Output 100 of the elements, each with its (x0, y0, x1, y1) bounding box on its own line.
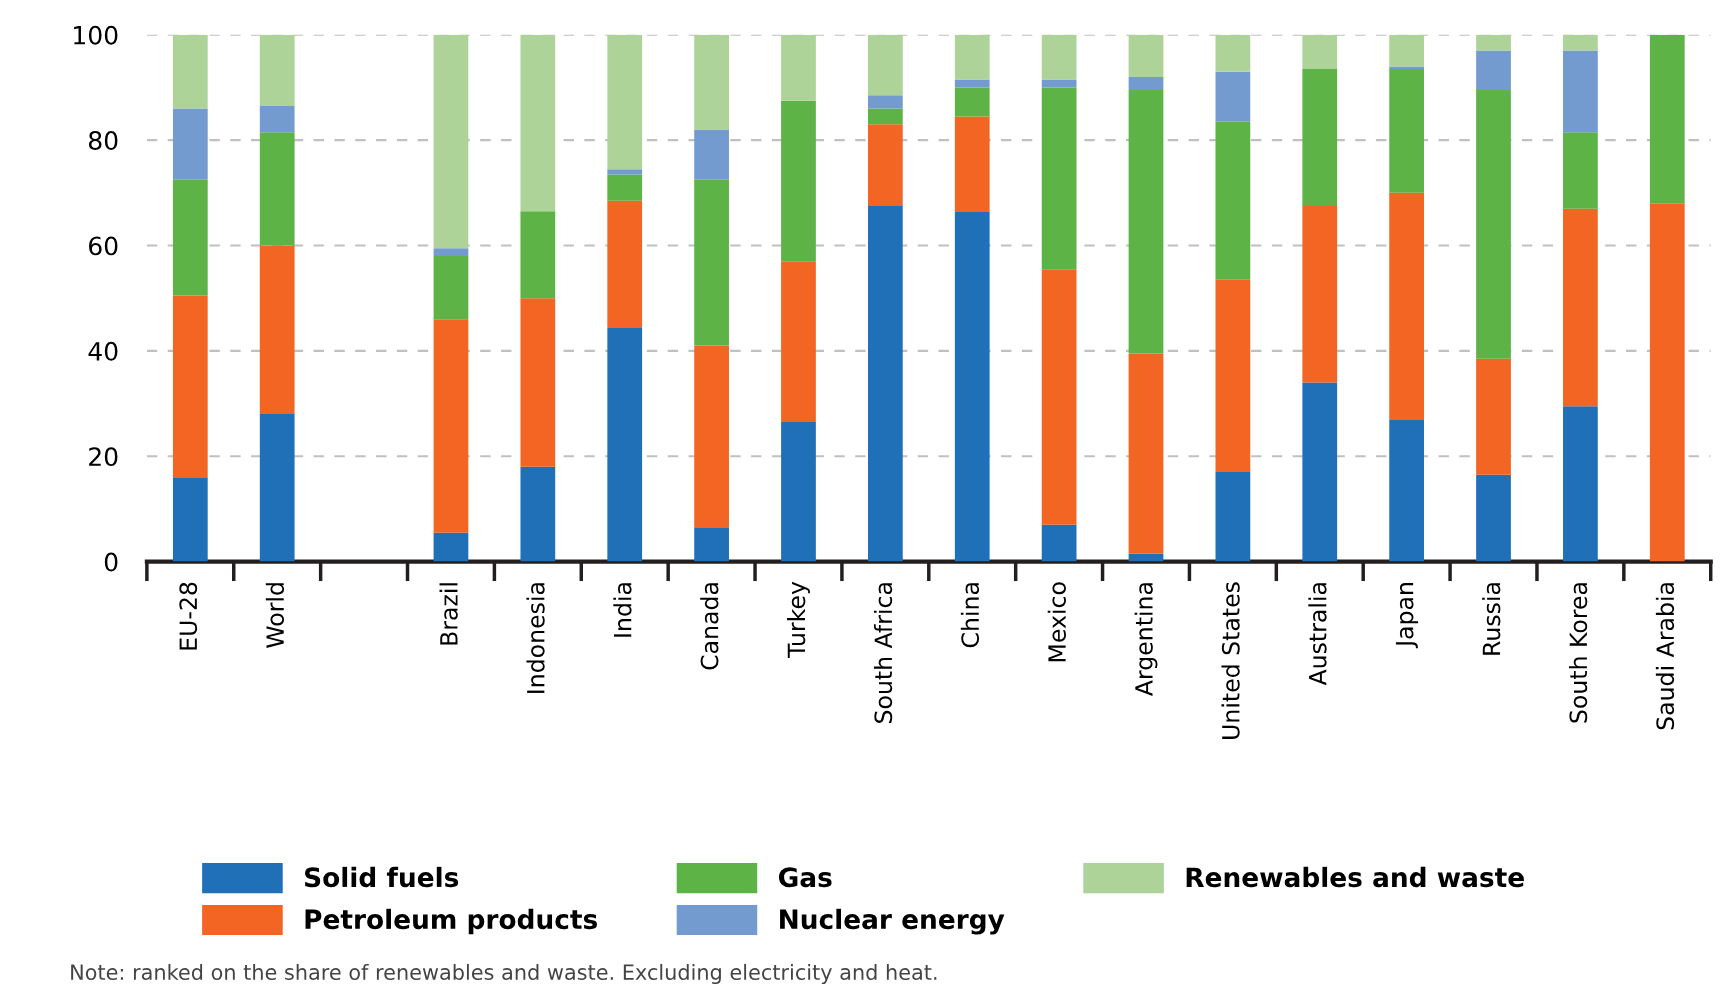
bar (1476, 34, 1511, 51)
bar (607, 169, 643, 175)
bar (433, 256, 469, 320)
bar (607, 174, 643, 201)
x-tick-label: Mexico (1047, 582, 1066, 662)
bar (1649, 34, 1685, 204)
bar (1389, 192, 1425, 420)
bar (172, 34, 208, 109)
bar (433, 532, 469, 562)
bar (520, 298, 556, 467)
bar (1476, 50, 1511, 91)
bar (1389, 66, 1425, 70)
bar (1563, 406, 1598, 562)
bar (1215, 472, 1251, 562)
bar (433, 319, 469, 533)
y-tick-label: 60 (89, 236, 118, 256)
bar (781, 422, 816, 562)
bar (1389, 34, 1425, 67)
bar (1041, 87, 1077, 270)
bar (433, 34, 469, 249)
bar (172, 295, 208, 478)
legend-label: Nuclear energy (780, 908, 1005, 935)
x-tick-label: China (960, 583, 980, 648)
bar (1563, 132, 1598, 209)
bar (781, 34, 816, 101)
bar (172, 477, 208, 562)
x-tick-label: South Africa (873, 583, 893, 723)
bar (259, 34, 295, 106)
bar (867, 95, 903, 109)
bar (1128, 76, 1164, 91)
bar (607, 200, 643, 328)
legend-label: Renewables and waste (1186, 866, 1524, 888)
y-tick-label: 40 (88, 341, 118, 361)
y-tick-label: 0 (104, 552, 118, 572)
bar (1476, 90, 1511, 359)
bar (1128, 34, 1164, 77)
bar (1128, 353, 1164, 554)
x-tick-label: World (265, 583, 285, 648)
x-tick-label: Australia (1308, 583, 1327, 686)
bar (1215, 34, 1251, 72)
bar (954, 87, 990, 117)
bar (1563, 50, 1598, 133)
x-tick-label: United States (1221, 582, 1240, 739)
bar (867, 34, 903, 96)
bar (694, 179, 729, 346)
bar (781, 261, 816, 422)
bar (172, 179, 208, 296)
bar (1041, 269, 1077, 525)
bar (694, 345, 729, 528)
bar (1649, 203, 1685, 562)
x-tick-label: Canada (700, 583, 719, 670)
bar (1041, 524, 1077, 562)
x-tick-label: South Korea (1568, 583, 1588, 723)
bar (259, 105, 295, 133)
bar (1563, 34, 1598, 51)
bar (1128, 90, 1164, 354)
bar (1302, 69, 1338, 207)
x-tick-label: Japan (1395, 583, 1419, 649)
bar (1041, 34, 1077, 80)
bar (433, 248, 469, 257)
y-tick-label: 100 (74, 25, 118, 45)
bar (1302, 34, 1338, 70)
bar (694, 34, 729, 130)
bar (954, 211, 990, 562)
x-tick-label: Argentina (1134, 583, 1158, 697)
x-tick-label: Saudi Arabia (1655, 583, 1675, 730)
bar (259, 414, 295, 562)
bar (1389, 69, 1425, 193)
y-tick-label: 20 (89, 447, 118, 467)
bar (607, 34, 643, 170)
legend-label: Solid fuels (305, 866, 459, 888)
bar (1302, 382, 1338, 562)
bar (781, 100, 816, 262)
x-tick-label: Turkey (787, 581, 810, 658)
bar (520, 466, 556, 562)
bar (1476, 358, 1511, 475)
y-tick-label: 80 (88, 131, 118, 151)
bar (1476, 474, 1511, 562)
bar (520, 211, 556, 299)
bar (867, 124, 903, 207)
bar (1302, 206, 1338, 383)
legend-label: Gas (778, 867, 832, 888)
text: Note: ranked on the share of renewables and waste. Excluding electricity and heat. (71, 963, 937, 985)
bar (1215, 279, 1251, 473)
bar (954, 34, 990, 80)
bar (1563, 208, 1598, 407)
bar (1215, 71, 1251, 122)
bar (520, 34, 556, 212)
bar (607, 327, 643, 562)
bar (694, 129, 729, 180)
bar (259, 132, 295, 246)
x-tick-label: Indonesia (526, 583, 545, 693)
bar (172, 108, 208, 180)
bar (1215, 121, 1251, 280)
bar (694, 527, 729, 562)
bar (954, 116, 990, 212)
x-tick-label: Brazil (439, 583, 458, 645)
bar (1389, 419, 1425, 562)
bar (259, 245, 295, 415)
bar (867, 108, 903, 125)
